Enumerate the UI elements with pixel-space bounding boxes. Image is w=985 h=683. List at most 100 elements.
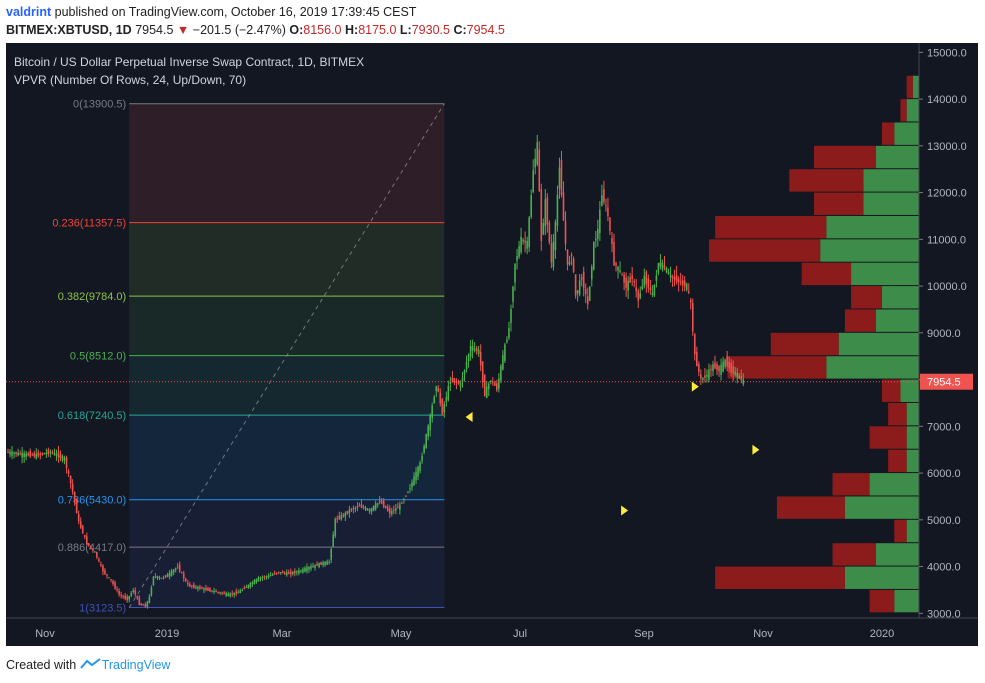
time-tick-label: Mar [273,628,292,640]
candle-body [231,593,234,595]
current-price-badge [920,373,973,390]
candle-body [524,240,526,243]
candle-body [199,586,201,589]
candle-body [681,280,684,285]
candle-body [694,334,696,355]
candle-body [77,514,80,522]
price-tick-label: 14000.0 [927,94,967,106]
candle-body [203,588,205,591]
candle-body [742,379,745,384]
candle-body [574,274,577,296]
candle-body [702,377,704,380]
candle-body [170,570,173,576]
candle-body [11,451,13,456]
candle-body [582,271,585,289]
candle-body [168,572,171,577]
candle-body [401,502,403,504]
candle-body [659,262,662,267]
candle-body [599,209,601,234]
candle-body [287,572,290,575]
candle-body [217,591,219,593]
author-name[interactable]: valdrint [6,5,52,19]
candle-body [263,576,266,578]
fib-level-label: 0.618(7240.5) [58,410,127,422]
candle-body [679,281,682,283]
time-tick-label: Nov [35,628,55,640]
candle-body [700,374,702,379]
tradingview-brand[interactable]: TradingView [101,658,171,672]
vpvr-down-bar [851,286,882,309]
candle-body [243,587,246,590]
candle-body [267,575,270,578]
candle-body [85,536,88,545]
candle-body [110,579,112,581]
chart-area[interactable]: 0(13900.5) 0.236(11357.5) 0.382(9784.0) 0.5… [6,43,978,646]
vpvr-down-bar [770,332,839,356]
candle-body [281,571,284,574]
candle-body [487,384,490,390]
candle-body [409,488,411,490]
price-tick-label: 9000.0 [927,328,961,340]
candle-body [186,583,189,585]
vpvr-down-bar [888,449,907,473]
candle-body [255,578,258,583]
candle-body [45,452,48,455]
candle-body [207,587,209,591]
vpvr-up-bar [826,215,919,239]
indicator-label[interactable]: VPVR (Number Of Rows, 24, Up/Down, 70) [14,73,247,87]
candle-body [568,262,571,265]
candle-body [195,586,197,588]
candle-body [374,503,377,510]
candle-body [23,453,25,458]
candle-body [235,591,238,594]
footer: Created with TradingView [6,658,170,672]
candle-body [130,593,133,596]
candle-body [290,571,292,575]
candle-body [417,466,419,477]
candle-body [570,254,573,257]
candle-body [494,382,496,386]
candle-body [320,561,322,565]
candle-body [33,453,36,457]
candle-body [182,573,185,579]
candle-body [459,382,462,387]
candle-body [558,167,561,189]
candle-body [578,280,581,295]
candle-body [148,596,151,603]
candle-body [534,158,537,168]
candle-body [597,229,599,239]
candle-body [241,589,244,591]
high-label: H: [344,23,359,37]
candle-body [79,521,82,528]
candle-body [372,505,375,511]
candle-body [397,507,399,509]
vpvr-down-bar [844,309,876,332]
candle-body [736,373,739,378]
candle-body [386,507,389,511]
candle-body [273,573,276,575]
candle-body [81,525,84,534]
vpvr-up-bar [844,566,919,589]
candle-body [330,548,332,560]
price-chart[interactable]: 0(13900.5) 0.236(11357.5) 0.382(9784.0) 0.5… [6,43,978,646]
symbol-info: BITMEX:XBTUSD, 1D 7954.5 ▼ −201.5 (−2.47… [6,23,505,37]
vpvr-up-bar [881,286,919,309]
candle-body [154,576,157,578]
candle-body [334,518,337,536]
fib-level-label: 0.236(11357.5) [52,218,126,230]
candle-body [324,561,326,566]
candle-body [292,572,294,575]
candle-body [126,596,128,601]
candle-body [102,565,104,572]
vpvr-up-bar [820,239,919,262]
vpvr-down-bar [906,75,913,99]
vpvr-down-bar [869,589,895,613]
candle-body [683,280,686,287]
vpvr-up-bar [863,192,919,215]
candle-body [506,339,508,343]
candle-body [689,299,692,303]
candle-body [485,386,488,398]
candle-body [542,223,545,235]
vpvr-up-bar [894,589,919,613]
created-with-text: Created with [6,658,77,672]
